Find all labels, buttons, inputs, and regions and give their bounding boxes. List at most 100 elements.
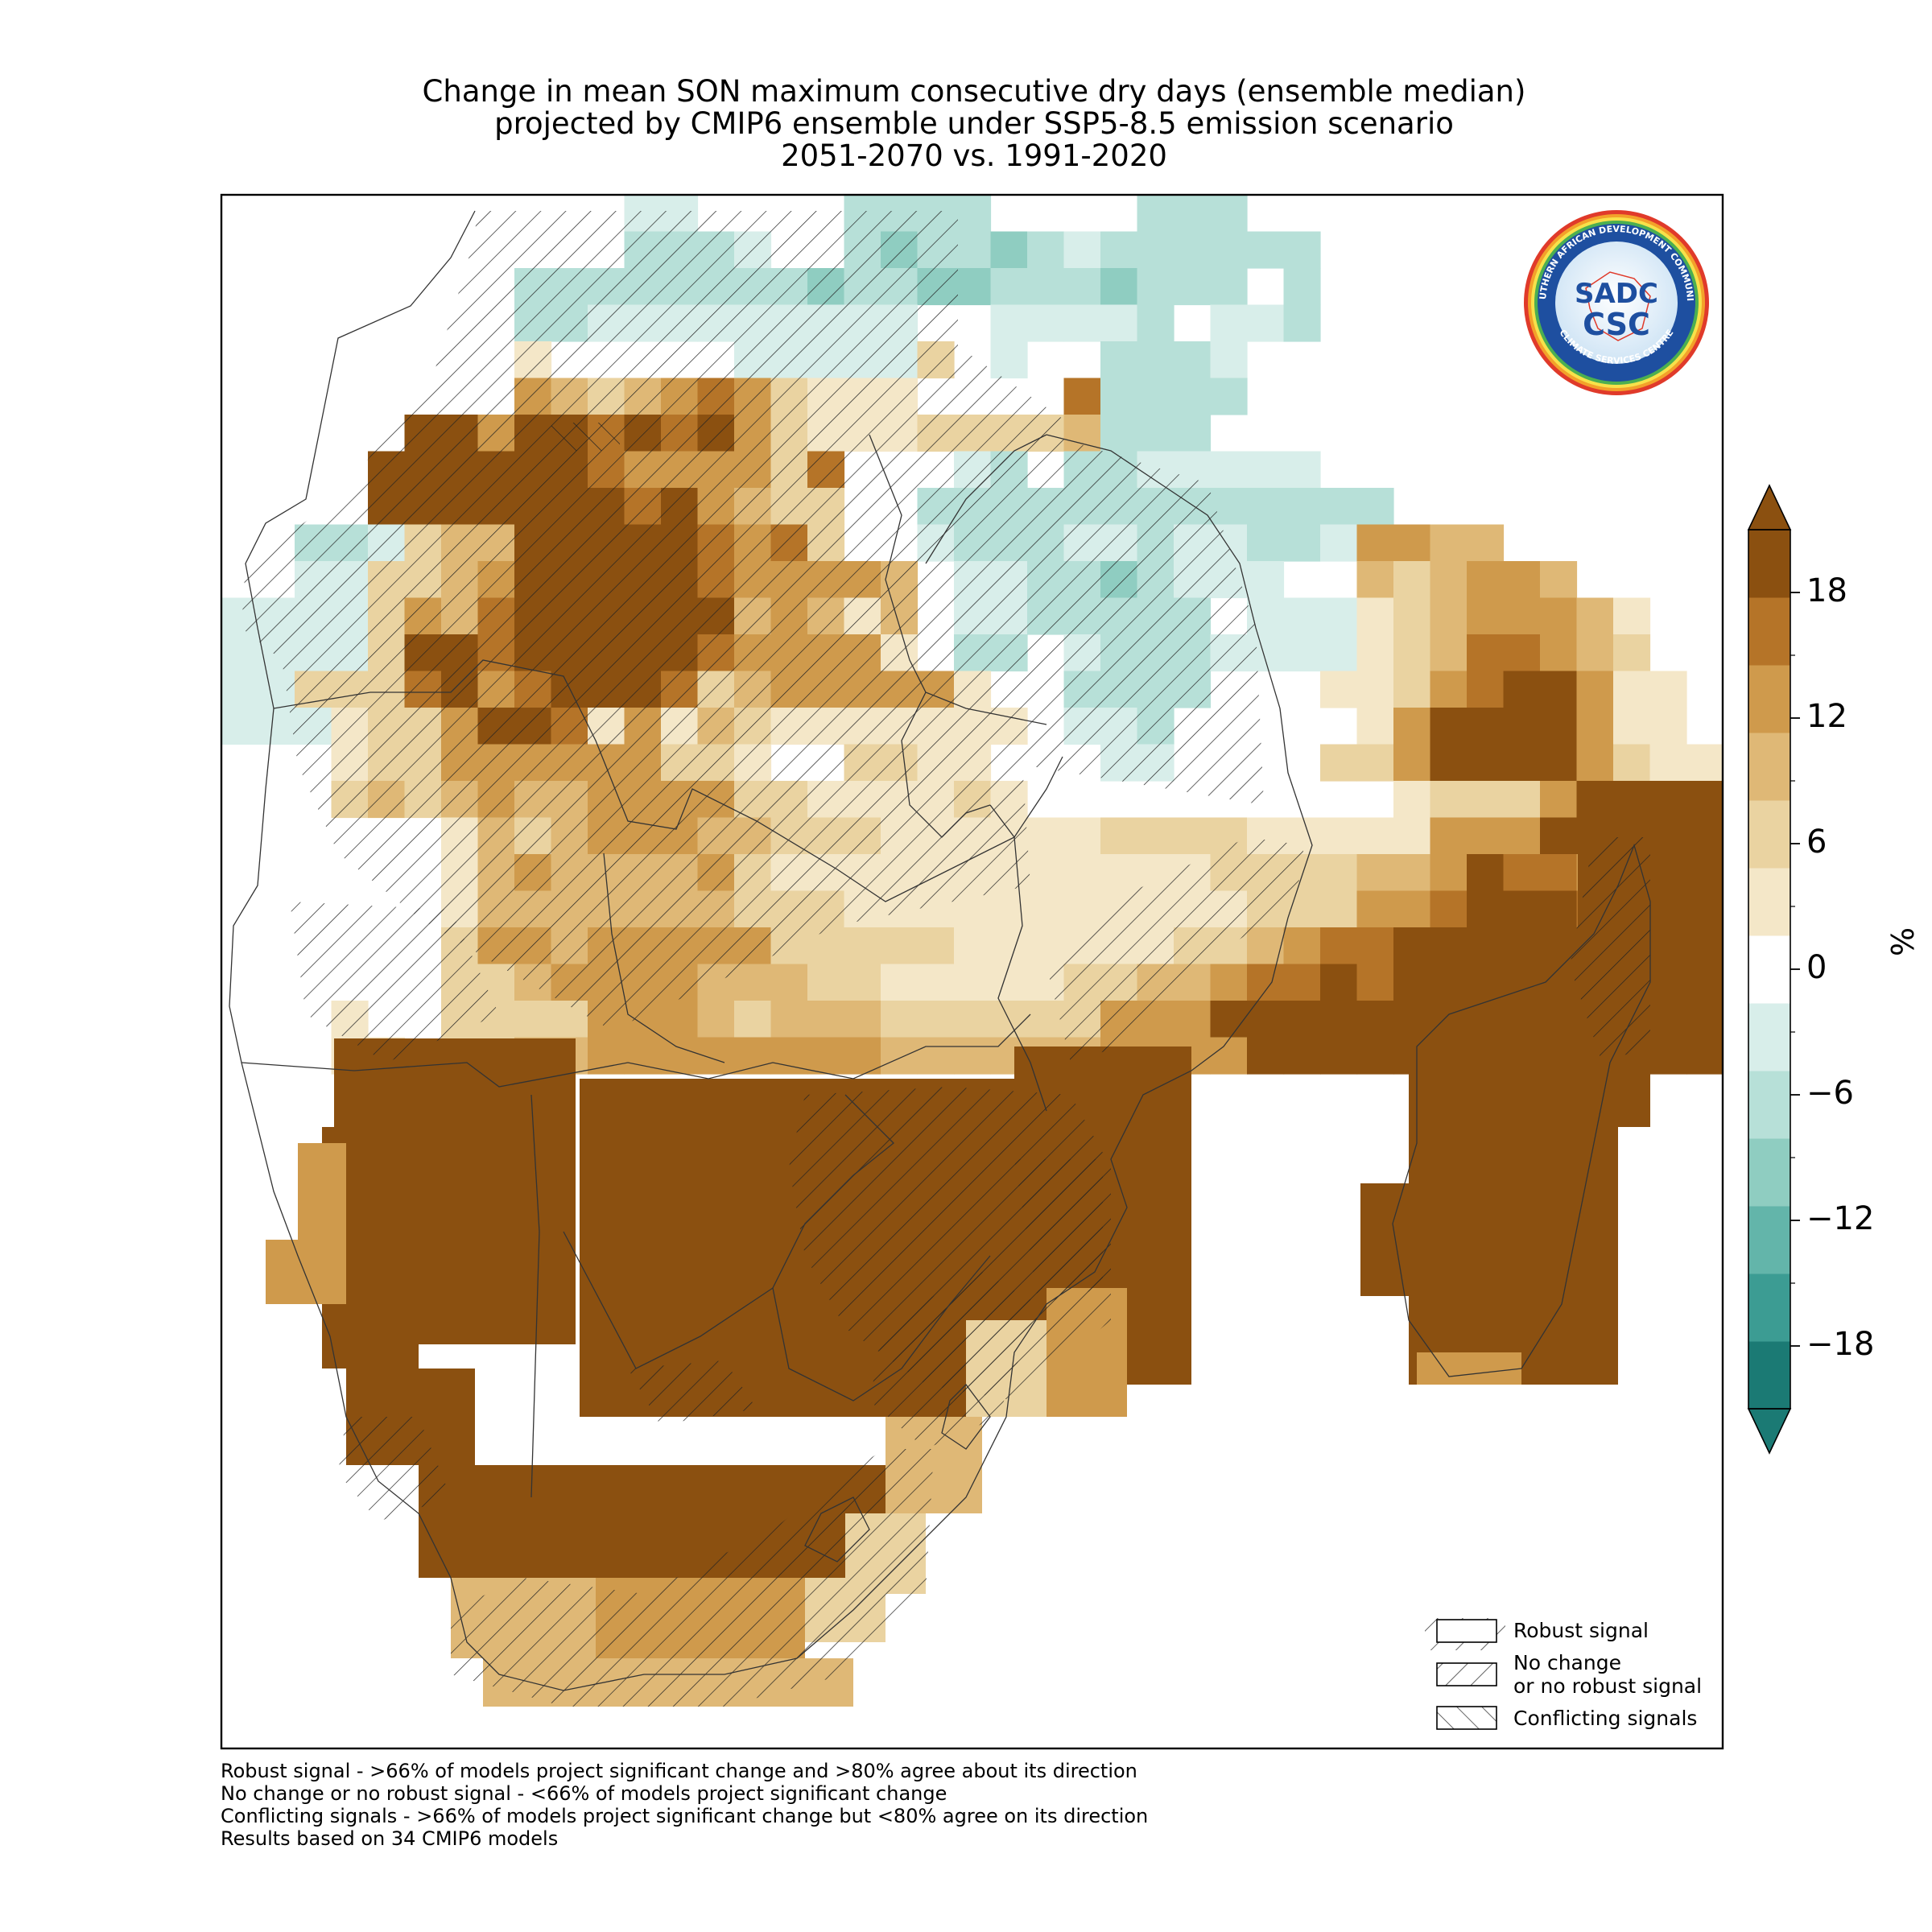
map-cell (1100, 304, 1138, 342)
map-cell (1833, 964, 1870, 1001)
map-cell (1100, 817, 1138, 855)
map-cell (1540, 708, 1578, 745)
colorbar-segment (1748, 1341, 1790, 1410)
map-cell (1356, 488, 1394, 526)
colorbar-segment (1748, 1071, 1790, 1139)
colorbar-segment (1748, 868, 1790, 936)
map-cell (1686, 854, 1723, 892)
map-cell (1360, 1183, 1425, 1296)
map-cell (1467, 634, 1505, 672)
map-cell (1833, 781, 1870, 818)
map-cell (1503, 927, 1541, 965)
map-cell (1467, 781, 1505, 819)
map-cell (1833, 1001, 1870, 1038)
map-cell (1503, 561, 1541, 599)
map-cell (917, 927, 955, 965)
map-cell (1649, 817, 1687, 855)
map-cell (1320, 524, 1358, 562)
map-cell (1467, 597, 1505, 635)
footnotes: Robust signal - >66% of models project s… (221, 1760, 1148, 1850)
map-cell (1283, 231, 1321, 269)
map-cell (1649, 1037, 1687, 1075)
map-cell (1393, 964, 1431, 1001)
map-cell (807, 964, 845, 1001)
map-cell (1247, 231, 1285, 269)
map-cell (1063, 268, 1101, 306)
map-cell (1320, 890, 1358, 928)
map-cell (1356, 817, 1394, 855)
map-cell (1503, 634, 1541, 672)
map-cell (1320, 634, 1358, 672)
chart-title: Change in mean SON maximum consecutive d… (221, 76, 1727, 172)
map-cell (1797, 1038, 1834, 1075)
map-cell (1393, 744, 1431, 782)
map-cell (1797, 781, 1834, 818)
map-cell (1063, 854, 1101, 892)
colorbar-extend-min (1747, 1408, 1792, 1455)
map-cell (1686, 890, 1723, 928)
map-cell (954, 927, 992, 965)
map-cell (1356, 1001, 1394, 1038)
map-cell (1503, 854, 1541, 892)
map-cell (1320, 597, 1358, 635)
map-cell (954, 195, 992, 233)
map-cell (1174, 378, 1212, 415)
colorbar-tick-label: −12 (1806, 1200, 1875, 1237)
map-cell (221, 634, 259, 672)
map-cell (1137, 817, 1174, 855)
colorbar-tick-label: 18 (1806, 572, 1847, 609)
map-cell (1174, 195, 1212, 233)
map-cell (1063, 817, 1101, 855)
map-cell (1613, 708, 1651, 745)
map-cell (1247, 1037, 1285, 1075)
map-cell (1210, 378, 1248, 415)
map-cell (1649, 927, 1687, 965)
map-cell (1356, 597, 1394, 635)
colorbar-segment (1748, 530, 1790, 598)
map-cell (1686, 744, 1723, 782)
map-cell (1686, 817, 1723, 855)
map-cell (1027, 817, 1065, 855)
map-cell (1210, 195, 1248, 233)
map-cell (1467, 561, 1505, 599)
map-cell (1393, 890, 1431, 928)
map-cell (1467, 927, 1505, 965)
map-cell (1686, 781, 1723, 819)
map-cell (1430, 781, 1468, 819)
legend-conflicting-swatch (1436, 1706, 1497, 1730)
map-cell (514, 1001, 552, 1038)
map-cell (1467, 854, 1505, 892)
map-cell (990, 964, 1028, 1001)
legend-no-change-label: No change or no robust signal (1513, 1651, 1702, 1698)
map-cell (661, 1001, 699, 1038)
map-cell (1356, 964, 1394, 1001)
map-cell (1247, 927, 1285, 965)
footnote-1: Robust signal - >66% of models project s… (221, 1760, 1137, 1782)
map-cell (1833, 927, 1870, 964)
colorbar-tick-label: −18 (1806, 1326, 1875, 1363)
map-cell (1210, 231, 1248, 269)
map-cell (1210, 1001, 1248, 1038)
map-cell (1283, 1037, 1321, 1075)
map-cell (1137, 378, 1174, 415)
map-cell (1503, 597, 1541, 635)
map-cell (807, 1001, 845, 1038)
map-cell (1503, 817, 1541, 855)
map-cell (1540, 817, 1578, 855)
map-cell (1283, 488, 1321, 526)
map-cell (1870, 1038, 1907, 1075)
map-cell (881, 1001, 919, 1038)
map-cell (1247, 561, 1285, 599)
map-cell (1356, 1037, 1394, 1075)
colorbar-segment (1748, 597, 1790, 666)
map-cell (1393, 524, 1431, 562)
map-cell (1063, 378, 1101, 415)
map-cell (1393, 854, 1431, 892)
map-cell (1430, 524, 1468, 562)
map-cell (1247, 524, 1285, 562)
map-cell (1210, 1037, 1248, 1075)
logo-abbr: CSC (1583, 307, 1650, 342)
map-cell (1100, 378, 1138, 415)
map-cell (1320, 927, 1358, 965)
map-cell (1833, 1038, 1870, 1075)
